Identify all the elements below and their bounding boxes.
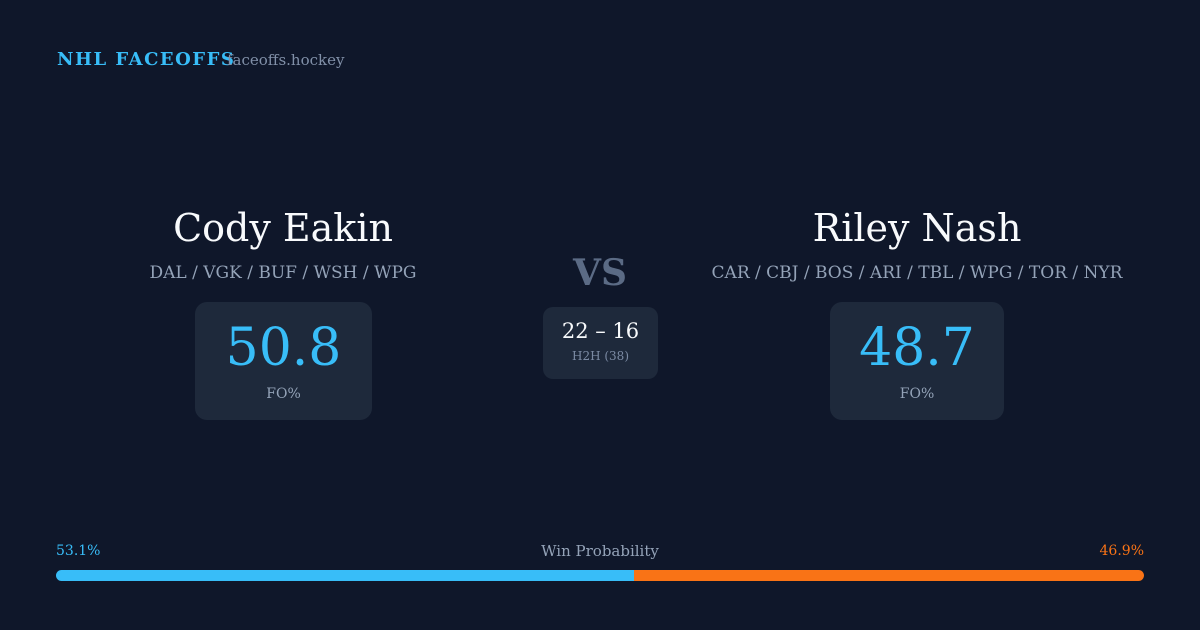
fo-label: FO% [266, 386, 301, 402]
prob-segment [56, 570, 634, 581]
fo-label: FO% [899, 386, 935, 402]
fo-card: 48.7 FO% [830, 302, 1004, 420]
h2h-label: H2H (38) [571, 349, 629, 363]
fo-pct: 48.7 [859, 318, 975, 378]
h2h-score: 22 – 16 [561, 319, 640, 343]
prob-segment [633, 570, 1144, 581]
player-teams: DAL / VGK / BUF / WSH / WPG [149, 263, 417, 283]
versus: VS [573, 252, 627, 294]
fo-pct: 50.8 [225, 318, 342, 378]
prob-label: 53.1% [56, 543, 101, 559]
prob-label: 46.9% [1099, 543, 1144, 559]
player-name: Cody Eakin [173, 206, 393, 250]
site: faceoffs.hockey [227, 51, 345, 69]
player-name: Riley Nash [812, 206, 1022, 250]
h2h-card: 22 – 16 H2H (38) [543, 307, 658, 379]
brand: NHL FACEOFFS [57, 49, 236, 70]
player-teams: CAR / CBJ / BOS / ARI / TBL / WPG / TOR … [711, 263, 1123, 283]
fo-card: 50.8 FO% [195, 302, 372, 420]
prob-title: Win Probability [541, 542, 659, 560]
prob-bar [56, 570, 1144, 581]
